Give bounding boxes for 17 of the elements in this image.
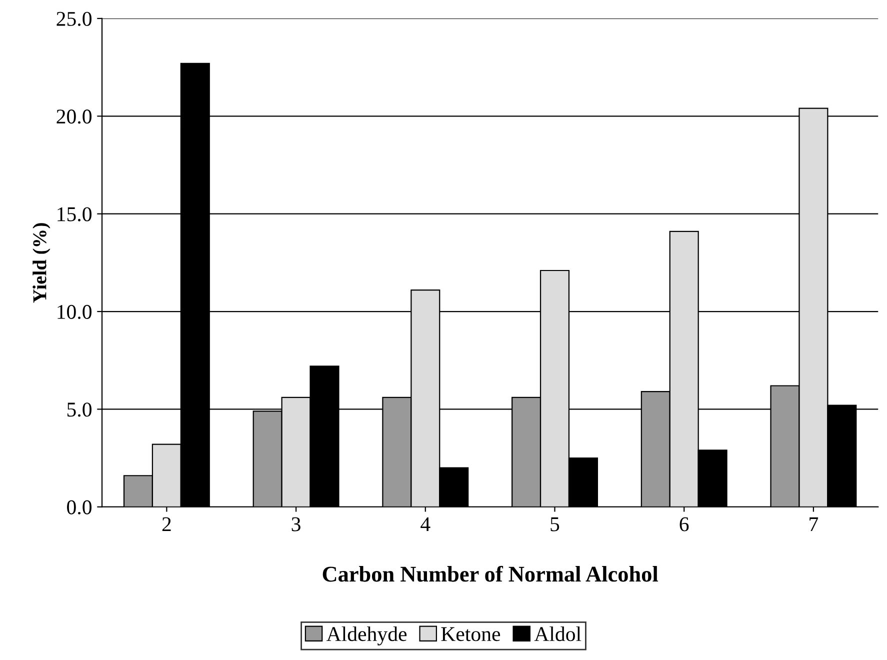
y-tick-label: 15.0	[58, 207, 92, 222]
y-tick-label: 20.0	[56, 110, 92, 124]
x-tick-label: 5	[550, 517, 560, 532]
legend-label: Aldol	[534, 626, 582, 642]
x-tick-label: 3	[292, 517, 300, 532]
x-tick-label: 2	[162, 517, 171, 532]
y-tick-label: 0.0	[67, 500, 92, 514]
y-tick-label: 25.0	[56, 12, 92, 26]
x-tick-label: 6	[680, 517, 689, 532]
legend-label: Aldehyde	[326, 626, 407, 646]
y-axis-title: Yield (%)	[32, 223, 50, 303]
x-axis-title: Carbon Number of Normal Alcohol	[322, 566, 658, 582]
y-tick-label: 5.0	[67, 402, 92, 417]
legend-label: Ketone	[441, 627, 500, 642]
y-tick-label: 10.0	[58, 304, 92, 320]
x-tick-label: 7	[810, 517, 818, 532]
x-tick-label: 4	[420, 517, 430, 532]
